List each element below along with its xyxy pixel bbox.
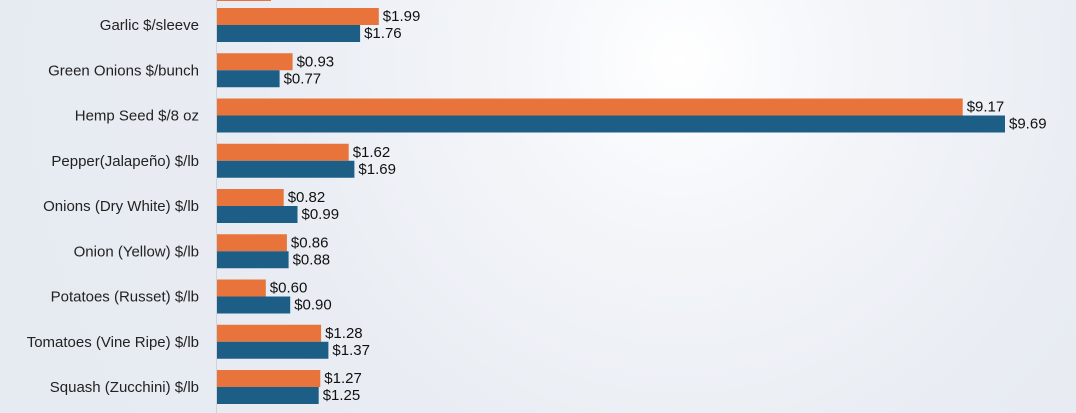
bar-series-2 bbox=[217, 206, 298, 223]
bar-series-2 bbox=[217, 25, 361, 42]
bar-series-1 bbox=[217, 143, 349, 161]
data-label: $0.86 bbox=[291, 234, 329, 251]
data-label: $1.62 bbox=[353, 144, 391, 161]
bar-series-1 bbox=[217, 324, 322, 342]
data-label: $1.76 bbox=[364, 25, 402, 42]
data-label: $0.88 bbox=[293, 251, 331, 268]
cut-off-bar-top bbox=[217, 0, 271, 1]
category-label: Green Onions $/bunch bbox=[48, 62, 199, 79]
bar-series-1 bbox=[217, 189, 284, 206]
data-label: $9.69 bbox=[1009, 116, 1047, 133]
data-label: $0.60 bbox=[270, 280, 308, 297]
bar-series-1 bbox=[217, 98, 963, 116]
data-label: $0.93 bbox=[297, 53, 335, 70]
category-label: Squash (Zucchini) $/lb bbox=[50, 379, 199, 396]
category-label: Onions (Dry White) $/lb bbox=[43, 198, 199, 215]
bar-series-2 bbox=[217, 296, 291, 314]
bar-series-1 bbox=[217, 234, 287, 252]
data-label: $1.99 bbox=[383, 8, 421, 25]
category-label: Potatoes (Russet) $/lb bbox=[51, 289, 199, 306]
category-label: Garlic $/sleeve bbox=[100, 17, 199, 34]
category-label: Tomatoes (Vine Ripe) $/lb bbox=[27, 334, 199, 351]
bar-series-2 bbox=[217, 115, 1005, 133]
data-label: $1.28 bbox=[325, 325, 363, 342]
bars bbox=[217, 8, 1005, 404]
data-label: $0.90 bbox=[294, 297, 332, 314]
data-label: $0.77 bbox=[284, 70, 322, 87]
category-label: Hemp Seed $/8 oz bbox=[75, 108, 199, 125]
bar-series-2 bbox=[217, 387, 319, 404]
bar-series-1 bbox=[217, 279, 266, 297]
data-label: $1.25 bbox=[323, 387, 361, 404]
data-label: $1.69 bbox=[358, 161, 396, 178]
bar-series-2 bbox=[217, 160, 355, 178]
bar-series-2 bbox=[217, 70, 280, 88]
bar-series-1 bbox=[217, 370, 321, 387]
category-label: Onion (Yellow) $/lb bbox=[74, 243, 199, 260]
category-labels: Garlic $/sleeve Green Onions $/bunch Hemp … bbox=[27, 17, 199, 396]
value-labels: $1.99$1.76 $0.93$0.77 $9.17$9.69 $1.62$1.69… bbox=[270, 8, 1047, 404]
data-label: $1.27 bbox=[324, 370, 362, 387]
data-label: $1.37 bbox=[332, 342, 370, 359]
category-label: Pepper(Jalapeño) $/lb bbox=[51, 153, 199, 170]
bar-series-1 bbox=[217, 53, 293, 71]
bar-series-2 bbox=[217, 341, 329, 359]
data-label: $9.17 bbox=[967, 99, 1005, 116]
data-label: $0.82 bbox=[288, 189, 326, 206]
bar-series-2 bbox=[217, 251, 289, 269]
data-label: $0.99 bbox=[302, 206, 340, 223]
bar-series-1 bbox=[217, 8, 379, 25]
